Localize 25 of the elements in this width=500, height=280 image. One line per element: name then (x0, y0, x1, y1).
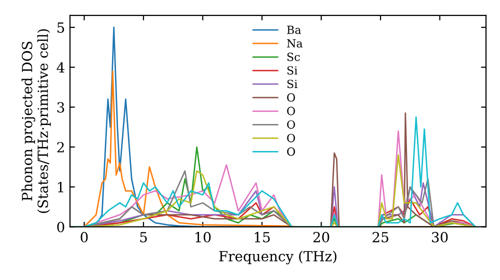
legend-label: O (287, 93, 295, 102)
x-tick-label: 15 (254, 232, 270, 242)
legend-label: Si (287, 66, 298, 75)
legend-label: O (287, 134, 295, 142)
y-tick-label: 2 (57, 142, 64, 152)
x-axis-title: Frequency (THz) (219, 250, 336, 264)
y-tick-label: 1 (58, 182, 64, 192)
y-tick-label: 5 (57, 22, 64, 33)
x-tick-label: 0 (80, 232, 88, 242)
legend-label: O (287, 120, 295, 129)
x-tick-label: 20 (313, 232, 330, 242)
x-tick-label: 10 (196, 232, 211, 242)
x-tick-label: 25 (372, 232, 388, 242)
y-tick-label: 3 (57, 102, 64, 113)
legend-label: O (287, 147, 295, 156)
y-axis-title: Phonon projected DOS (States/THz·primitive cell) (22, 29, 51, 213)
legend-label: Ba (287, 26, 301, 34)
legend-label: Si (287, 80, 298, 88)
y-tick-label: 4 (56, 62, 64, 73)
legend-label: O (287, 106, 295, 116)
legend-label: Sc (287, 52, 300, 62)
x-tick-label: 30 (432, 232, 448, 242)
x-tick-label: 5 (140, 232, 147, 242)
y-tick-label: 0 (57, 222, 64, 232)
legend-label: Na (287, 39, 303, 48)
